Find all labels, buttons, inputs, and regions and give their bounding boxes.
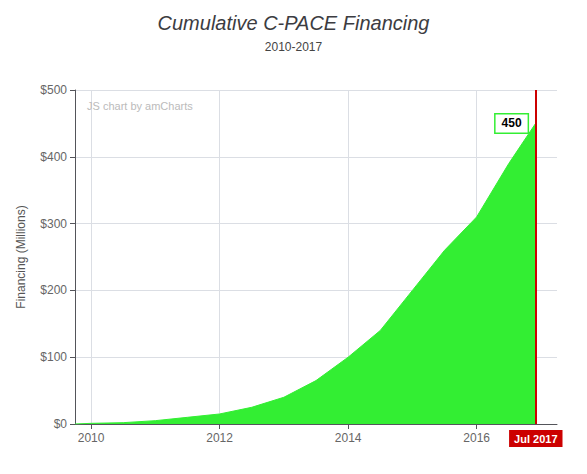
svg-text:2010-2017: 2010-2017	[265, 40, 323, 54]
svg-text:$200: $200	[40, 283, 67, 297]
svg-text:Jul 2017: Jul 2017	[514, 433, 557, 445]
svg-text:$100: $100	[40, 350, 67, 364]
svg-text:2012: 2012	[206, 431, 233, 445]
svg-text:Financing (Millions): Financing (Millions)	[14, 205, 28, 308]
svg-text:$400: $400	[40, 150, 67, 164]
svg-text:2016: 2016	[463, 431, 490, 445]
svg-text:Cumulative C-PACE Financing: Cumulative C-PACE Financing	[158, 12, 430, 34]
svg-text:JS chart by amCharts: JS chart by amCharts	[87, 100, 193, 112]
svg-text:$500: $500	[40, 83, 67, 97]
svg-text:$300: $300	[40, 217, 67, 231]
svg-text:450: 450	[502, 116, 522, 130]
svg-text:$0: $0	[54, 417, 68, 431]
svg-text:2014: 2014	[335, 431, 362, 445]
svg-text:2010: 2010	[78, 431, 105, 445]
